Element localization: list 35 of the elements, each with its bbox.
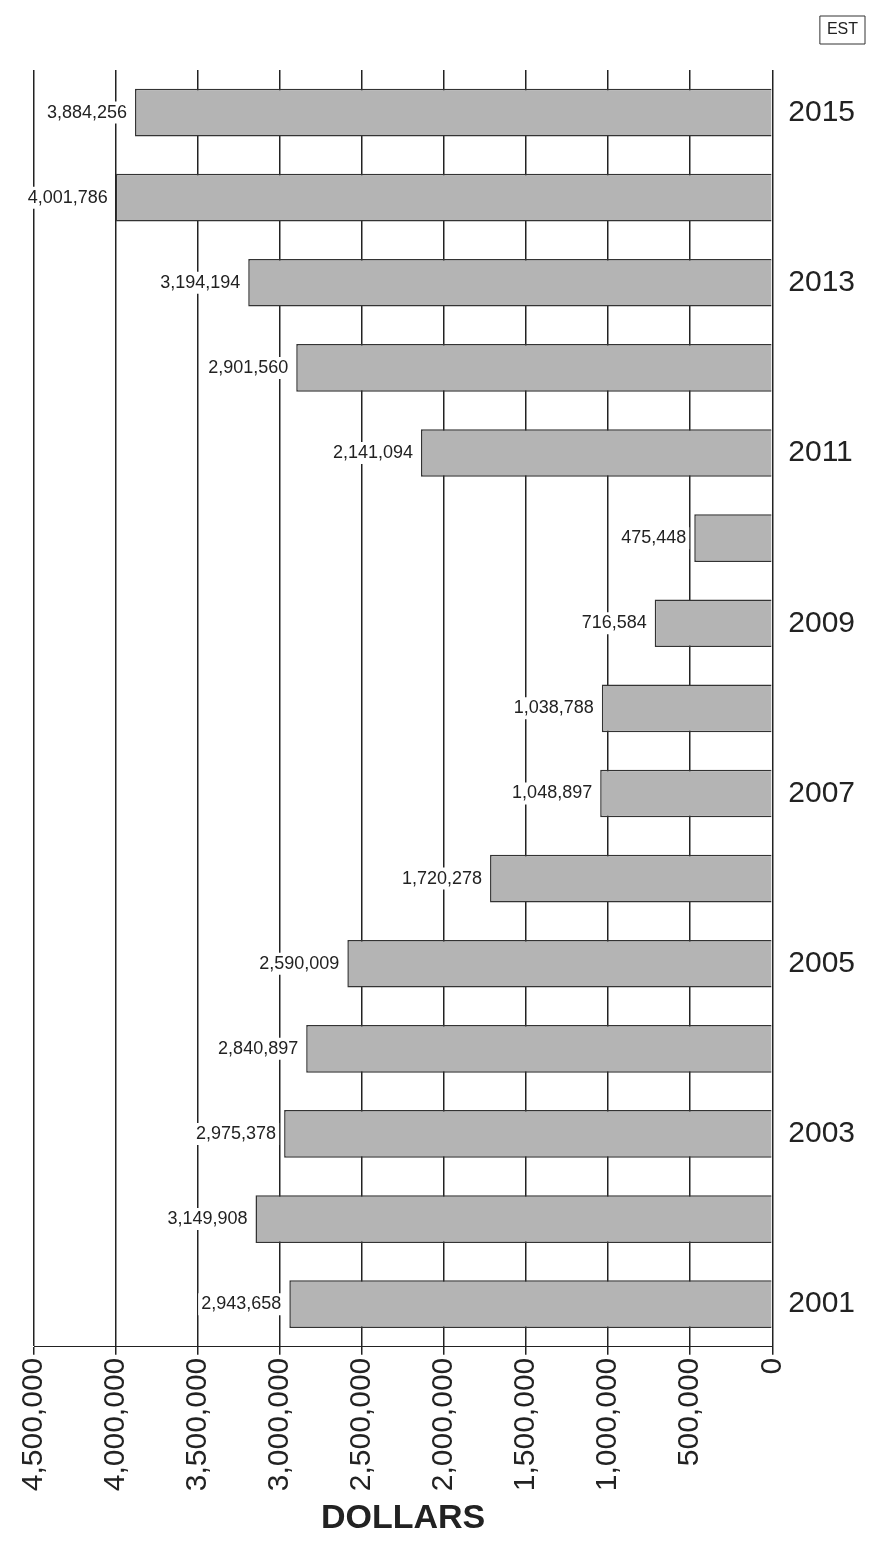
x-tick-label: 2,000,000 <box>425 1357 459 1492</box>
data-label: 1,038,788 <box>513 697 594 718</box>
y-tick-label: 2009 <box>788 604 856 638</box>
y-tick-label: 2015 <box>788 93 856 127</box>
y-tick-label: 2001 <box>788 1285 856 1319</box>
data-label: 2,590,009 <box>259 952 340 973</box>
y-tick-label: 2007 <box>788 774 856 808</box>
y-tick-label: 2013 <box>788 264 856 298</box>
data-label: 2,840,897 <box>218 1037 299 1058</box>
data-label: 2,141,094 <box>332 441 413 462</box>
data-label: 1,720,278 <box>401 867 483 888</box>
data-label: 3,149,908 <box>167 1208 248 1229</box>
data-label: 2,943,658 <box>201 1293 282 1314</box>
x-tick-label: 4,000,000 <box>97 1357 131 1492</box>
data-label: 475,448 <box>621 527 687 548</box>
data-label: 2,901,560 <box>208 356 289 377</box>
x-tick-label: 0 <box>753 1357 787 1375</box>
data-label: 3,194,194 <box>160 271 241 292</box>
data-label: 1,048,897 <box>512 782 593 803</box>
text: EST <box>826 20 859 38</box>
x-tick-label: 1,000,000 <box>589 1357 623 1492</box>
x-tick-label: 4,500,000 <box>15 1357 49 1492</box>
data-label: 2,975,378 <box>196 1122 277 1143</box>
data-label: 4,001,786 <box>27 186 108 207</box>
x-axis-title: DOLLARS <box>320 1496 486 1535</box>
y-tick-label: 2003 <box>788 1115 856 1149</box>
x-tick-label: 3,500,000 <box>179 1357 213 1492</box>
x-tick-label: 500,000 <box>671 1357 705 1467</box>
data-label: 716,584 <box>581 612 647 633</box>
x-tick-label: 2,500,000 <box>343 1357 377 1492</box>
x-tick-label: 1,500,000 <box>507 1357 541 1492</box>
data-label: 3,884,256 <box>46 101 128 122</box>
y-tick-label: 2011 <box>788 434 853 468</box>
x-tick-label: 3,000,000 <box>261 1357 295 1492</box>
y-tick-label: 2005 <box>788 944 856 978</box>
